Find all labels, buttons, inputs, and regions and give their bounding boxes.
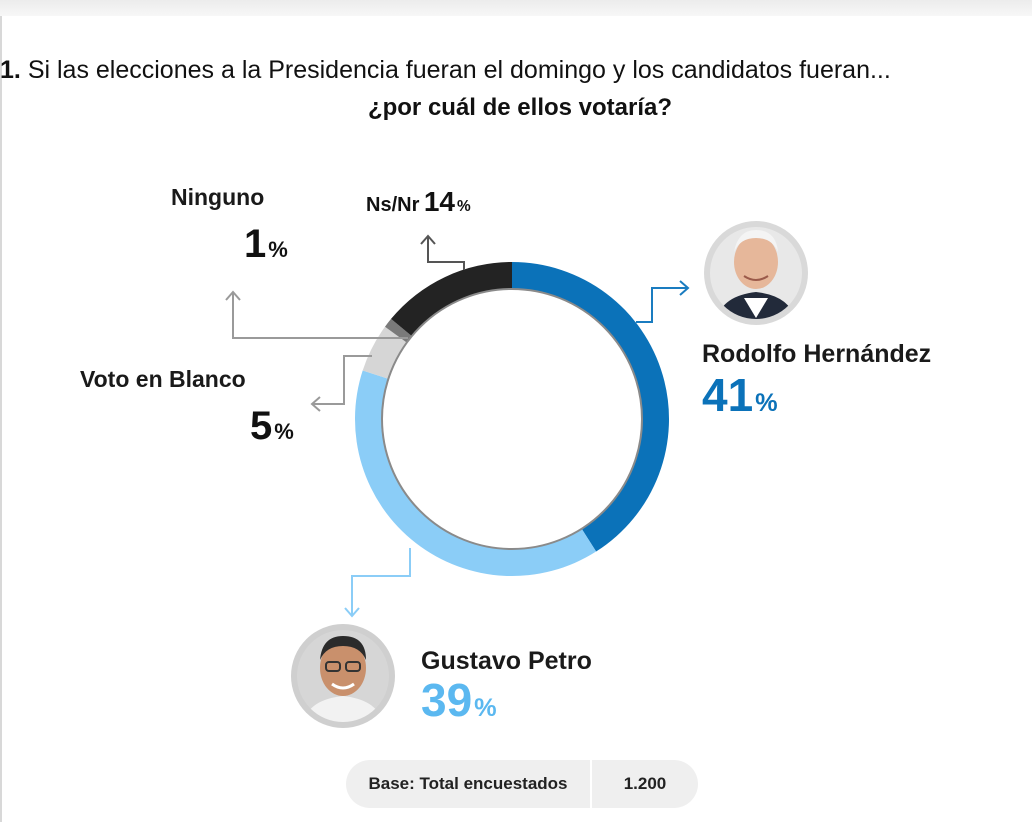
nsnr-name: Ns/Nr [366, 194, 420, 216]
label-blanco-name: Voto en Blanco [80, 366, 246, 392]
left-edge [0, 16, 2, 822]
donut-slices [354, 262, 670, 577]
avatar-hernandez [704, 221, 808, 325]
label-ninguno-name: Ninguno [171, 184, 265, 210]
slice-ninguno [384, 318, 412, 343]
question-text: Si las elecciones a la Presidencia fuera… [27, 56, 891, 84]
slice-rodolfo-hern-ndez [512, 262, 670, 552]
petro-value: 39 [421, 674, 473, 726]
blanco-value: 5 [250, 404, 273, 448]
footer-label: Base: Total encuestados [368, 774, 568, 793]
hernandez-unit: % [755, 389, 778, 417]
connector-blanco [312, 355, 372, 405]
label-nsnr: Ns/Nr 14% [366, 186, 471, 218]
arrow-hernandez [679, 280, 690, 296]
blanco-unit: % [274, 419, 294, 444]
label-petro-name: Gustavo Petro [421, 647, 592, 675]
label-petro-value: 39% [421, 673, 497, 727]
top-bar [0, 0, 1032, 16]
nsnr-value-wrap: 14% [424, 186, 471, 217]
nsnr-unit: % [456, 198, 471, 215]
slice-ns-nr [391, 262, 512, 337]
question-number: 1. [0, 56, 21, 84]
nsnr-value: 14 [423, 186, 455, 217]
footer-base: Base: Total encuestados 1.200 [346, 760, 698, 808]
arrow-petro [344, 607, 360, 618]
label-blanco-value: 5% [250, 404, 294, 449]
ninguno-value: 1 [244, 222, 267, 266]
donut-inner-ring [381, 288, 643, 550]
connector-nsnr [427, 236, 465, 270]
arrow-blanco [310, 396, 321, 412]
question-subtext: ¿por cuál de ellos votaría? [367, 94, 673, 121]
label-ninguno-value: 1% [244, 222, 288, 267]
footer-value: 1.200 [623, 774, 667, 793]
question-subtitle: ¿por cuál de ellos votaría? [0, 94, 1032, 122]
hernandez-value: 41 [702, 369, 754, 421]
slice-voto-en-blanco [362, 326, 407, 379]
connector-ninguno [232, 292, 408, 339]
arrow-ninguno [225, 290, 241, 301]
ninguno-unit: % [268, 237, 288, 262]
label-hernandez-name: Rodolfo Hernández [702, 340, 932, 368]
footer-separator [590, 760, 592, 808]
connector-hernandez [636, 287, 688, 323]
arrow-nsnr [420, 234, 436, 245]
avatar-petro [291, 624, 395, 728]
connector-petro [351, 548, 411, 616]
petro-unit: % [474, 694, 497, 722]
label-hernandez-value: 41% [702, 368, 778, 422]
question-title: 1. Si las elecciones a la Presidencia fu… [0, 56, 1032, 85]
slice-gustavo-petro [354, 370, 597, 577]
